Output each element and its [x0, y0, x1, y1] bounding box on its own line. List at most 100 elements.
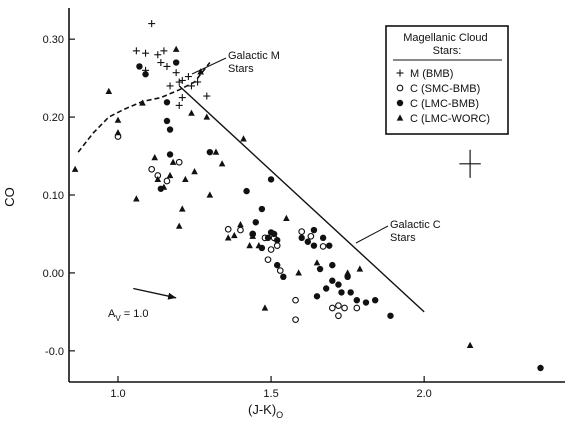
data-point-open-circle [319, 243, 327, 250]
data-point-filled-circle [206, 148, 214, 156]
data-point-triangle [255, 242, 263, 249]
y-tick-label: 0.10 [43, 190, 64, 202]
extinction-label-sub: V [115, 314, 121, 323]
data-point-triangle [114, 129, 122, 136]
data-point-open-circle [298, 228, 306, 235]
data-point-open-circle [292, 296, 299, 304]
data-point-triangle [169, 158, 177, 165]
data-point-plus [194, 78, 202, 86]
data-point-filled-circle [166, 126, 174, 133]
x-tick-label: 1.0 [110, 388, 125, 400]
data-point-filled-circle [258, 205, 266, 213]
data-point-triangle [206, 191, 214, 198]
data-point-plus [175, 101, 183, 109]
legend-title-line2: Stars: [433, 45, 462, 57]
legend-marker-plus [396, 69, 404, 77]
data-point-open-circle [328, 304, 336, 312]
data-point-triangle [166, 171, 174, 179]
data-point-filled-circle [387, 312, 394, 319]
data-point-filled-circle [310, 226, 318, 234]
data-point-filled-circle [298, 234, 305, 242]
galactic-m-label: Galactic M Stars [228, 50, 280, 75]
x-axis-title-sub: O [276, 410, 283, 420]
y-tick-label: 0.20 [43, 112, 64, 124]
data-point-filled-circle [329, 277, 336, 284]
data-point-filled-circle [172, 59, 180, 66]
galactic-m-label-line2: Stars [228, 63, 254, 75]
data-point-triangle [133, 195, 140, 202]
data-point-plus [184, 73, 192, 81]
data-point-open-circle [341, 304, 348, 312]
data-point-filled-circle [335, 281, 342, 288]
data-point-filled-circle [322, 285, 330, 292]
data-point-filled-circle [270, 230, 278, 238]
extinction-arrow-head [167, 292, 177, 300]
x-tick-label: 2.0 [417, 388, 432, 400]
data-point-triangle [114, 116, 122, 123]
x-axis-title-main: (J-K) [248, 402, 276, 417]
legend-entry-label: M (BMB) [410, 68, 453, 80]
data-point-plus [203, 92, 211, 100]
data-point-plus [178, 94, 186, 102]
data-point-triangle [344, 269, 351, 276]
data-point-plus [154, 51, 162, 59]
ticks-layer: 1.0 1.5 2.0 -0.0 0.00 0.10 0.20 0.30 [43, 34, 432, 400]
legend-marker-filled-circle [396, 99, 404, 107]
data-point-plus [163, 62, 171, 70]
data-point-filled-circle [371, 296, 379, 304]
data-point-triangle [139, 99, 146, 106]
data-point-plus [172, 69, 180, 77]
data-point-triangle [151, 154, 159, 161]
x-axis-title: (J-K)O [248, 402, 283, 420]
data-point-plus [178, 76, 186, 84]
data-point-plus [142, 49, 150, 57]
data-point-filled-circle [338, 289, 345, 296]
data-point-plus [187, 82, 195, 90]
legend-entry-label: C (LMC-WORC) [410, 113, 490, 125]
data-point-triangle [246, 242, 253, 249]
data-point-triangle [212, 148, 220, 155]
data-point-filled-circle [267, 176, 275, 183]
data-point-filled-circle [326, 242, 333, 249]
legend-marker-triangle [396, 114, 404, 121]
points-layer [71, 20, 544, 372]
data-point-triangle [237, 221, 244, 228]
y-tick-label: -0.0 [45, 346, 64, 358]
data-point-triangle [295, 269, 302, 276]
data-point-filled-circle [353, 296, 361, 304]
data-point-open-circle [273, 242, 281, 249]
data-point-triangle [313, 259, 321, 266]
data-point-open-circle [224, 225, 232, 233]
legend-entry-label: C (SMC-BMB) [410, 83, 480, 95]
data-point-filled-circle [329, 261, 336, 269]
data-point-filled-circle [142, 71, 149, 78]
data-point-triangle [356, 265, 364, 272]
data-point-triangle [160, 183, 168, 190]
galactic-c-label-line1: Galactic C [390, 219, 441, 231]
data-point-filled-circle [264, 234, 272, 242]
data-point-triangle [240, 135, 247, 142]
data-point-triangle [261, 304, 269, 311]
lines-layer [77, 62, 481, 313]
data-point-triangle [172, 45, 180, 52]
data-point-triangle [466, 341, 474, 348]
y-tick-label: 0.00 [43, 268, 64, 280]
data-point-triangle [182, 175, 189, 183]
data-point-plus [157, 59, 165, 67]
data-point-triangle [231, 231, 238, 239]
y-tick-label: 0.30 [43, 34, 64, 46]
data-point-filled-circle [362, 299, 370, 306]
data-point-triangle [283, 214, 290, 221]
data-point-filled-circle [319, 234, 327, 242]
legend-box [385, 25, 509, 135]
data-point-filled-circle [273, 261, 281, 269]
data-point-open-circle [175, 158, 183, 166]
legend: Magellanic Cloud Stars: M (BMB) C (SMC-BM… [385, 25, 509, 135]
data-point-open-circle [353, 304, 361, 312]
galactic-c-label-line2: Stars [390, 232, 416, 244]
data-point-plus [175, 78, 183, 86]
data-point-open-circle [276, 267, 284, 274]
data-point-open-circle [335, 312, 342, 320]
data-point-triangle [218, 160, 226, 167]
